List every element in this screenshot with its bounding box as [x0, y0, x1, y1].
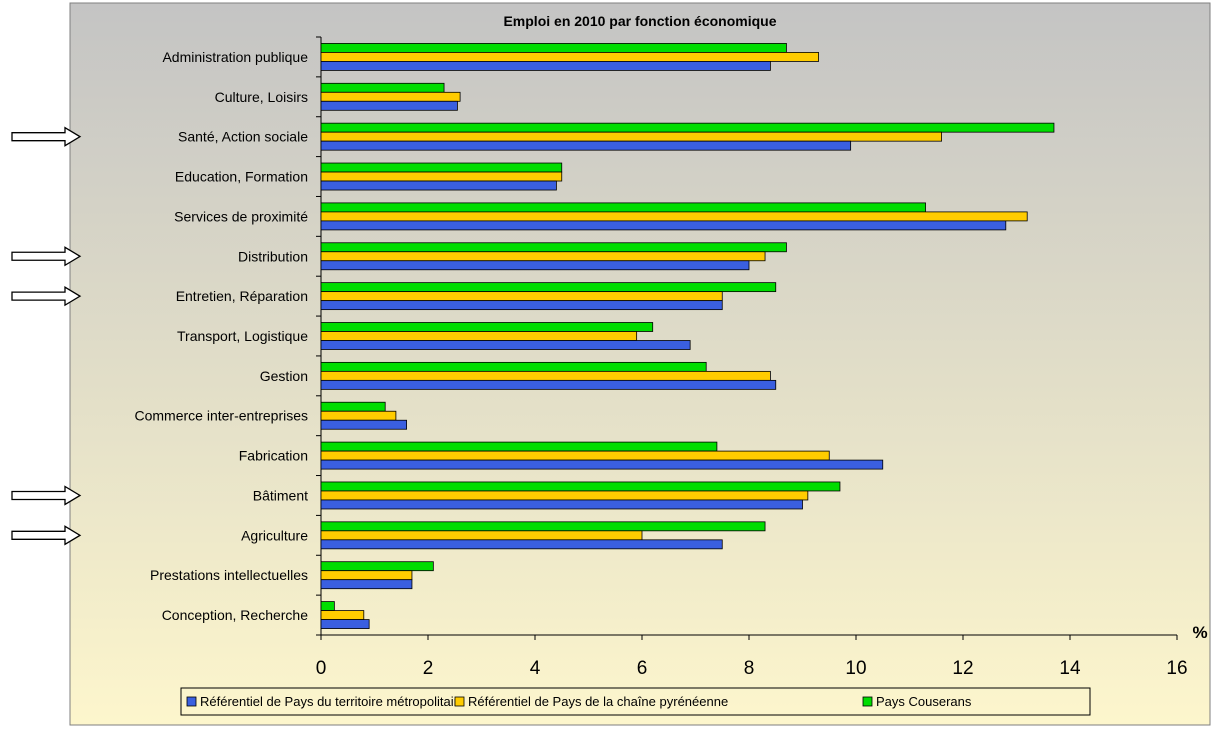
bar	[320, 322, 654, 332]
legend-label: Référentiel de Pays du territoire métrop…	[200, 694, 461, 709]
bar	[320, 131, 942, 142]
bar	[320, 52, 819, 62]
category-label: Conception, Recherche	[162, 607, 309, 623]
category-label: Services de proximité	[174, 208, 308, 224]
x-axis-unit-label: %	[1192, 623, 1207, 642]
x-tick-label: 8	[744, 658, 755, 679]
bar	[320, 490, 809, 501]
category-labels: Administration publique Culture, Loisirs S…	[135, 49, 309, 623]
chart-title: Emploi en 2010 par fonction économique	[503, 13, 776, 29]
bar	[320, 100, 458, 111]
bar	[320, 340, 691, 350]
category-label: Entretien, Réparation	[176, 288, 308, 304]
bar	[320, 370, 771, 381]
bar	[320, 220, 1007, 231]
bars-layer	[316, 36, 1055, 636]
bar	[320, 601, 335, 611]
x-tick-label: 14	[1059, 658, 1081, 679]
bar	[320, 521, 766, 532]
category-label: Transport, Logistique	[177, 328, 308, 344]
bar	[320, 91, 461, 102]
category-label: Gestion	[260, 368, 308, 384]
category-label: Bâtiment	[253, 487, 308, 503]
bar	[320, 401, 386, 412]
bar	[320, 300, 723, 311]
bar	[320, 202, 926, 213]
bar	[320, 291, 723, 302]
bar	[320, 561, 434, 572]
bar	[320, 43, 787, 53]
category-label: Culture, Loisirs	[215, 89, 308, 105]
x-tick-label: 6	[637, 658, 648, 679]
category-label: Distribution	[238, 248, 308, 264]
highlight-arrow-icon	[11, 525, 82, 546]
bar	[320, 331, 638, 341]
x-tick-label: 12	[952, 658, 973, 679]
x-tick-label: 4	[530, 658, 541, 679]
bar	[320, 180, 557, 191]
bar	[320, 579, 413, 590]
bar	[320, 211, 1028, 222]
bar	[320, 441, 718, 452]
bar	[320, 459, 884, 470]
highlight-arrows	[11, 126, 82, 546]
bar	[320, 410, 397, 421]
bar	[320, 450, 830, 461]
legend: Référentiel de Pays du territoire métrop…	[180, 687, 1091, 716]
bar	[320, 122, 1055, 133]
highlight-arrow-icon	[11, 246, 82, 267]
bar	[320, 619, 370, 629]
bar	[320, 171, 563, 182]
bar	[320, 282, 777, 293]
category-label: Fabrication	[239, 448, 308, 464]
bar	[320, 361, 707, 372]
bar	[320, 82, 445, 93]
bar	[320, 162, 563, 173]
legend-swatch	[186, 696, 197, 707]
bar	[320, 260, 750, 271]
bar	[320, 140, 852, 151]
x-ticks-layer: 0 2 4 6 8 10 12 14 16	[316, 635, 1188, 679]
category-label: Administration publique	[162, 49, 308, 65]
legend-label: Référentiel de Pays de la chaîne pyrénée…	[468, 694, 728, 709]
bar	[320, 499, 803, 510]
bar	[320, 379, 777, 390]
category-label: Agriculture	[241, 527, 308, 543]
bar	[320, 570, 413, 581]
bar	[320, 481, 841, 492]
category-label: Prestations intellectuelles	[150, 567, 308, 583]
bar	[320, 530, 643, 541]
legend-box	[180, 687, 1091, 716]
category-label: Education, Formation	[175, 169, 308, 185]
legend-swatch	[454, 696, 465, 707]
legend-label: Pays Couserans	[876, 694, 972, 709]
bar	[320, 251, 766, 262]
x-tick-label: 2	[423, 658, 434, 679]
x-tick-label: 16	[1166, 658, 1187, 679]
x-tick-label: 10	[845, 658, 866, 679]
highlight-arrow-icon	[11, 485, 82, 506]
category-label: Commerce inter-entreprises	[135, 408, 309, 424]
x-tick-label: 0	[316, 658, 327, 679]
category-label: Santé, Action sociale	[178, 129, 308, 145]
bar	[320, 610, 365, 620]
bar	[320, 539, 723, 550]
bar	[320, 61, 771, 71]
legend-swatch	[862, 696, 873, 707]
bar	[320, 242, 787, 253]
highlight-arrow-icon	[11, 285, 82, 307]
highlight-arrow-icon	[11, 126, 82, 147]
bar	[320, 419, 407, 430]
